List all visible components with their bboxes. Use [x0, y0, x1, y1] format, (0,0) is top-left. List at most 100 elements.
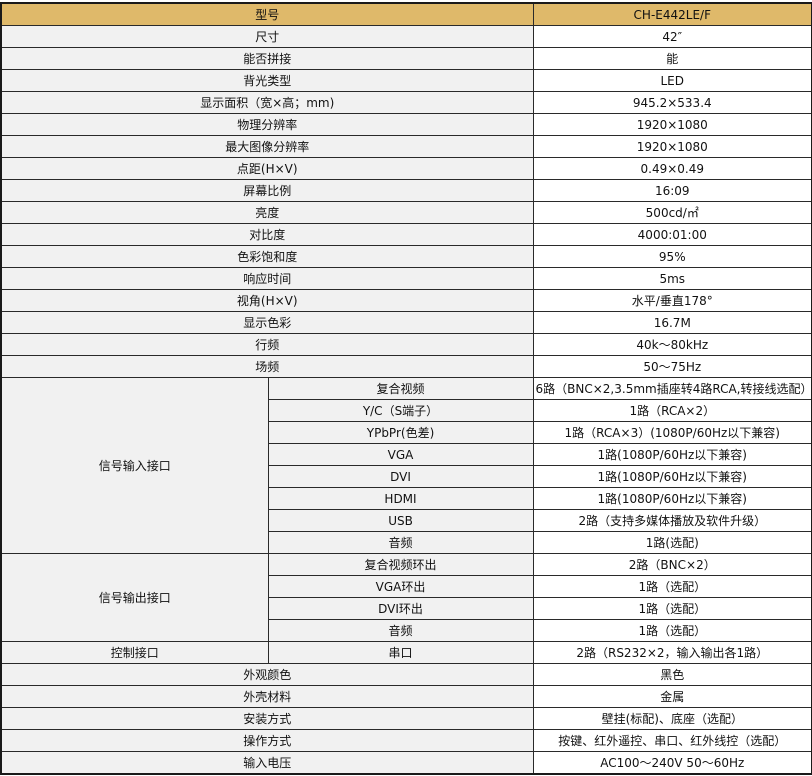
- spec-row: 视角(H×V) 水平/垂直178°: [0, 289, 812, 312]
- spec-value: 16.7M: [532, 311, 812, 334]
- spec-row: 亮度 500cd/㎡: [0, 201, 812, 224]
- spec-value: 6路（BNC×2,3.5mm插座转4路RCA,转接线选配）: [532, 377, 812, 400]
- spec-row: 输入电压 AC100～240V 50～60Hz: [0, 751, 812, 775]
- spec-label: 外观颜色: [0, 663, 534, 686]
- spec-row: VGA环出 1路（选配）: [1, 575, 812, 598]
- spec-value: 1路（选配）: [532, 597, 812, 620]
- spec-value: 水平/垂直178°: [532, 289, 812, 312]
- spec-row: 显示面积（宽×高；mm) 945.2×533.4: [0, 91, 812, 114]
- spec-row: 屏幕比例 16:09: [0, 179, 812, 202]
- spec-value: 500cd/㎡: [532, 201, 812, 224]
- spec-sublabel: 复合视频环出: [267, 553, 534, 576]
- spec-sublabel: DVI环出: [267, 597, 534, 620]
- spec-label: 点距(H×V): [0, 157, 534, 180]
- spec-sublabel: 复合视频: [267, 377, 534, 400]
- spec-label: 最大图像分辨率: [0, 135, 534, 158]
- spec-row: 显示色彩 16.7M: [0, 311, 812, 334]
- spec-sublabel: USB: [267, 509, 534, 532]
- spec-sublabel: Y/C（S端子）: [267, 399, 534, 422]
- spec-label: 尺寸: [0, 25, 534, 48]
- spec-value: 0.49×0.49: [532, 157, 812, 180]
- spec-value: 40k～80kHz: [532, 333, 812, 356]
- spec-value: 黑色: [532, 663, 812, 686]
- spec-value: 2路（支持多媒体播放及软件升级）: [532, 509, 812, 532]
- spec-row: 响应时间 5ms: [0, 267, 812, 290]
- group-label: 信号输出接口: [0, 553, 269, 642]
- spec-row: 点距(H×V) 0.49×0.49: [0, 157, 812, 180]
- spec-row: 控制接口 串口 2路（RS232×2，输入输出各1路）: [0, 641, 812, 664]
- spec-row: 最大图像分辨率 1920×1080: [0, 135, 812, 158]
- spec-row: 音频 1路(选配): [1, 531, 812, 554]
- spec-value: 1路（选配）: [532, 575, 812, 598]
- spec-row: 外壳材料 金属: [0, 685, 812, 708]
- spec-value: 5ms: [532, 267, 812, 290]
- spec-row: USB 2路（支持多媒体播放及软件升级）: [1, 509, 812, 532]
- spec-label: 屏幕比例: [0, 179, 534, 202]
- spec-label: 显示色彩: [0, 311, 534, 334]
- spec-value: LED: [532, 69, 812, 92]
- header-row: 型号 CH-E442LE/F: [0, 2, 812, 26]
- spec-value: 能: [532, 47, 812, 70]
- group-label: 信号输入接口: [0, 377, 269, 554]
- header-value: CH-E442LE/F: [532, 2, 812, 26]
- spec-value: AC100～240V 50～60Hz: [532, 751, 812, 775]
- spec-sublabel: YPbPr(色差): [267, 421, 534, 444]
- spec-value: 1路(选配): [532, 531, 812, 554]
- spec-row: 操作方式 按键、红外遥控、串口、红外线控（选配）: [0, 729, 812, 752]
- spec-value: 1920×1080: [532, 135, 812, 158]
- group-label: 控制接口: [0, 641, 269, 664]
- spec-row: 场频 50～75Hz: [0, 355, 812, 378]
- spec-label: 场频: [0, 355, 534, 378]
- spec-label: 显示面积（宽×高；mm): [0, 91, 534, 114]
- spec-row: 外观颜色 黑色: [0, 663, 812, 686]
- spec-row: VGA 1路(1080P/60Hz以下兼容): [1, 443, 812, 466]
- spec-value: 1路(1080P/60Hz以下兼容): [532, 487, 812, 510]
- spec-label: 响应时间: [0, 267, 534, 290]
- spec-value: 2路（RS232×2，输入输出各1路）: [532, 641, 812, 664]
- spec-value: 壁挂(标配)、底座（选配）: [532, 707, 812, 730]
- spec-label: 背光类型: [0, 69, 534, 92]
- spec-value: 945.2×533.4: [532, 91, 812, 114]
- spec-label: 操作方式: [0, 729, 534, 752]
- spec-row: 背光类型 LED: [0, 69, 812, 92]
- spec-label: 输入电压: [0, 751, 534, 775]
- spec-value: 50～75Hz: [532, 355, 812, 378]
- spec-row: 信号输入接口 复合视频 6路（BNC×2,3.5mm插座转4路RCA,转接线选配）: [0, 377, 812, 554]
- spec-label: 安装方式: [0, 707, 534, 730]
- spec-label: 能否拼接: [0, 47, 534, 70]
- spec-sublabel: VGA环出: [267, 575, 534, 598]
- spec-sublabel: DVI: [267, 465, 534, 488]
- spec-row: Y/C（S端子） 1路（RCA×2）: [1, 399, 812, 422]
- spec-value: 1路（RCA×3）(1080P/60Hz以下兼容): [532, 421, 812, 444]
- spec-value: 按键、红外遥控、串口、红外线控（选配）: [532, 729, 812, 752]
- spec-value: 2路（BNC×2）: [532, 553, 812, 576]
- spec-value: 1路(1080P/60Hz以下兼容): [532, 443, 812, 466]
- spec-sublabel: 音频: [267, 531, 534, 554]
- spec-row: DVI环出 1路（选配）: [1, 597, 812, 620]
- spec-value: 95%: [532, 245, 812, 268]
- spec-label: 外壳材料: [0, 685, 534, 708]
- spec-label: 亮度: [0, 201, 534, 224]
- spec-row: HDMI 1路(1080P/60Hz以下兼容): [1, 487, 812, 510]
- spec-row: 能否拼接能: [0, 47, 812, 70]
- spec-value: 1路(1080P/60Hz以下兼容): [532, 465, 812, 488]
- spec-value: 1920×1080: [532, 113, 812, 136]
- spec-sublabel: HDMI: [267, 487, 534, 510]
- spec-sublabel: 串口: [267, 641, 534, 664]
- spec-value: 16:09: [532, 179, 812, 202]
- spec-row: 信号输出接口 复合视频环出 2路（BNC×2）: [0, 553, 812, 642]
- spec-sublabel: 音频: [267, 619, 534, 642]
- spec-row: 行频 40k～80kHz: [0, 333, 812, 356]
- spec-row: 色彩饱和度 95%: [0, 245, 812, 268]
- header-label: 型号: [0, 2, 534, 26]
- spec-label: 色彩饱和度: [0, 245, 534, 268]
- spec-value: 金属: [532, 685, 812, 708]
- spec-value: 1路（RCA×2）: [532, 399, 812, 422]
- spec-row: 物理分辨率 1920×1080: [0, 113, 812, 136]
- spec-sublabel: VGA: [267, 443, 534, 466]
- spec-label: 行频: [0, 333, 534, 356]
- spec-value: 4000:01:00: [532, 223, 812, 246]
- spec-row: YPbPr(色差) 1路（RCA×3）(1080P/60Hz以下兼容): [1, 421, 812, 444]
- spec-value: 1路（选配）: [532, 619, 812, 642]
